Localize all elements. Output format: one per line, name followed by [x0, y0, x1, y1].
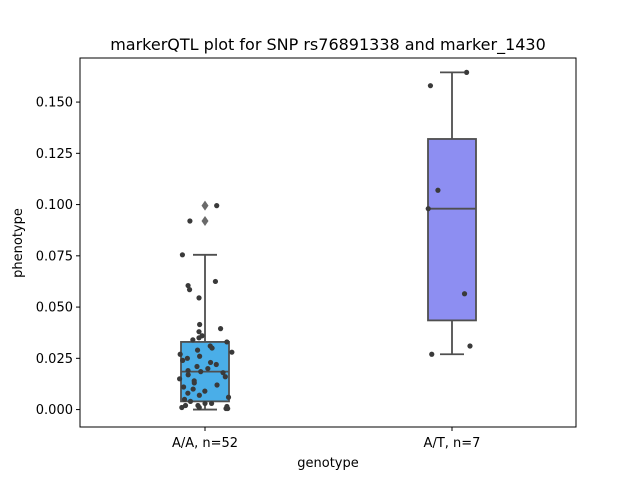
outlier-marker: [201, 200, 209, 211]
data-point: [224, 403, 230, 410]
data-point: [214, 203, 220, 209]
data-point: [197, 321, 203, 328]
plot-frame: [79, 57, 577, 428]
data-point: [187, 398, 194, 404]
data-point: [180, 357, 186, 363]
data-point: [220, 370, 226, 376]
data-point: [202, 388, 208, 394]
data-point: [199, 333, 205, 339]
data-point: [185, 390, 191, 396]
data-point: [429, 351, 435, 357]
data-point: [463, 69, 470, 75]
x-axis: A/A, n=52 A/T, n=7: [172, 427, 481, 451]
data-point: [190, 337, 196, 343]
x-axis-label: genotype: [297, 456, 358, 471]
box-group: [177, 200, 235, 412]
data-point: [196, 295, 202, 301]
x-tick-label: A/T, n=7: [424, 436, 481, 451]
plot-area: [177, 69, 477, 412]
data-point: [186, 287, 193, 293]
data-point: [202, 400, 208, 407]
data-point: [229, 349, 235, 355]
data-point: [213, 361, 219, 368]
y-tick-label: 0.050: [36, 301, 73, 316]
data-point: [224, 339, 230, 345]
box-group: [425, 69, 477, 357]
data-point: [179, 252, 186, 258]
y-tick-label: 0.000: [36, 403, 73, 418]
x-tick-label: A/A, n=52: [172, 436, 238, 451]
data-point: [194, 347, 201, 353]
chart-title: markerQTL plot for SNP rs76891338 and ma…: [110, 35, 546, 55]
data-point: [185, 372, 191, 378]
data-point: [190, 386, 196, 392]
y-axis: 0.000 0.025 0.050 0.075 0.100 0.125 0.150: [36, 96, 80, 418]
data-point: [197, 353, 203, 359]
data-point: [461, 291, 468, 297]
data-point: [191, 378, 197, 384]
y-tick-label: 0.150: [36, 96, 73, 111]
box-iqr: [427, 138, 477, 322]
data-point: [425, 206, 431, 212]
data-point: [177, 351, 183, 357]
data-point: [196, 392, 202, 398]
data-point: [177, 376, 183, 382]
data-point: [225, 394, 232, 400]
data-point: [212, 278, 219, 285]
outlier-marker: [201, 215, 209, 226]
data-point: [217, 326, 224, 332]
data-point: [205, 365, 211, 372]
data-point: [214, 382, 220, 388]
data-point: [187, 218, 193, 224]
data-point: [207, 359, 214, 366]
data-point: [195, 402, 201, 409]
data-point: [198, 369, 204, 375]
data-point: [196, 329, 202, 335]
data-point: [208, 400, 215, 407]
data-point: [222, 374, 228, 380]
y-axis-label: phenotype: [11, 208, 26, 278]
y-tick-label: 0.125: [36, 147, 73, 162]
y-tick-label: 0.075: [36, 249, 73, 264]
data-point: [182, 402, 189, 409]
data-point: [194, 363, 200, 370]
data-point: [181, 396, 188, 402]
data-point: [435, 187, 441, 193]
data-point: [180, 384, 187, 390]
y-tick-label: 0.100: [36, 198, 73, 213]
data-point: [185, 282, 191, 289]
data-point: [184, 355, 190, 361]
data-point: [467, 343, 473, 349]
data-point: [207, 343, 213, 349]
data-point: [185, 368, 191, 374]
data-point: [427, 83, 434, 89]
y-tick-label: 0.025: [36, 352, 73, 367]
